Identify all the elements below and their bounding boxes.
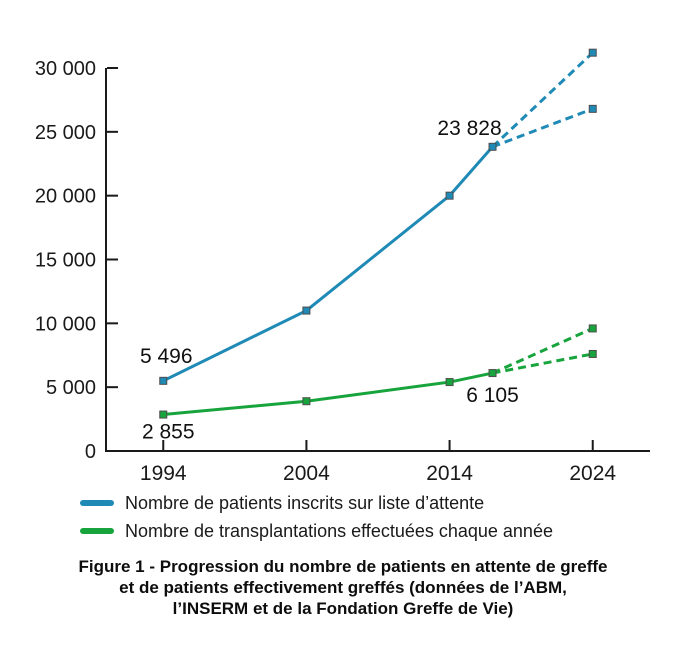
x-tick-label: 2014 [426,462,473,485]
series-line [162,145,494,383]
data-point-marker [302,397,311,406]
data-point-marker [588,104,597,113]
y-tick-label: 30 000 [35,58,96,80]
chart-legend: Nombre de patients inscrits sur liste d’… [80,489,553,545]
projection-line [491,51,594,148]
data-point-marker [488,369,497,378]
x-tick-label: 1994 [140,462,187,485]
data-point-marker [159,410,168,419]
x-tick-label: 2024 [569,462,616,485]
series-waiting-list [159,48,597,385]
data-point-marker [488,142,497,151]
data-point-marker [588,349,597,358]
axes: 0 5 000 10 000 15 000 20 000 25 000 30 000 1994… [35,58,650,485]
data-point-marker [445,378,454,387]
figure-caption: Figure 1 - Progression du nombre de pati… [18,556,668,619]
legend-label: Nombre de patients inscrits sur liste d’… [125,492,485,513]
caption-line-3: l’INSERM et de la Fondation Greffe de Vi… [172,599,514,618]
data-point-marker [588,324,597,333]
series-transplants [159,324,597,419]
projection-line [491,327,594,375]
y-tick-label: 15 000 [35,250,96,272]
y-tick-label: 25 000 [35,122,96,144]
data-label: 2 855 [142,421,195,444]
x-tick-label: 2004 [283,462,330,485]
series-line [163,371,493,417]
legend-item-waiting-list: Nombre de patients inscrits sur liste d’… [80,489,553,517]
legend-label: Nombre de transplantations effectuées ch… [125,520,553,541]
data-point-marker [445,191,454,200]
legend-swatch-green [80,528,114,534]
y-tick-label: 10 000 [35,313,96,335]
line-chart: 0 5 000 10 000 15 000 20 000 25 000 30 000 1994… [35,48,650,485]
projection-line [492,352,594,375]
y-tick-label: 5 000 [46,377,96,399]
data-label: 5 496 [140,345,193,368]
data-point-marker [588,48,597,57]
data-label: 23 828 [437,117,501,140]
caption-line-2: et de patients effectivement greffés (do… [119,578,567,597]
data-label: 6 105 [466,384,519,407]
y-tick-label: 20 000 [35,186,96,208]
caption-line-1: Figure 1 - Progression du nombre de pati… [78,557,608,576]
data-point-marker [159,376,168,385]
legend-swatch-blue [80,500,114,506]
data-point-marker [302,306,311,315]
legend-item-transplants: Nombre de transplantations effectuées ch… [80,517,553,545]
projection-line [491,107,594,149]
y-tick-label: 0 [85,441,96,463]
